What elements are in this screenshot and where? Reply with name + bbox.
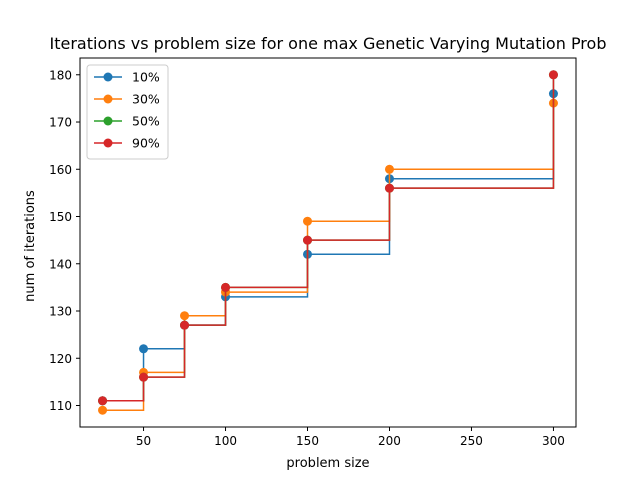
axis-ticks: 50 100 150 200 250 300 110 120 130 140 150 160 170 18…: [49, 68, 565, 448]
legend-marker: [103, 138, 113, 148]
y-tick-label: 150: [49, 210, 72, 224]
y-tick-label: 110: [49, 399, 72, 413]
data-point: [303, 216, 313, 226]
x-tick-label: 250: [460, 434, 483, 448]
plot-frame: [79, 57, 577, 428]
legend-label: 50%: [132, 114, 160, 129]
x-tick-label: 150: [296, 434, 319, 448]
data-point: [303, 235, 313, 245]
legend-item: 10%: [94, 70, 160, 85]
series-4: [98, 70, 558, 406]
series-line: [102, 74, 555, 402]
series-line: [102, 74, 555, 402]
data-point: [384, 183, 394, 193]
data-point: [180, 320, 190, 330]
data-point: [180, 311, 190, 321]
x-tick-label: 200: [378, 434, 401, 448]
data-point: [139, 372, 149, 382]
data-point: [384, 164, 394, 174]
y-tick-label: 140: [49, 257, 72, 271]
series-line: [102, 103, 555, 411]
series-group: [98, 70, 558, 415]
legend-item: 50%: [94, 114, 160, 129]
data-point: [221, 282, 231, 292]
x-axis-label: problem size: [286, 456, 369, 471]
y-axis-label: num of iterations: [23, 190, 38, 302]
x-tick-label: 100: [214, 434, 237, 448]
legend-label: 90%: [132, 136, 160, 151]
legend-marker: [103, 72, 113, 82]
y-tick-label: 170: [49, 116, 72, 130]
y-tick-label: 160: [49, 163, 72, 177]
x-tick-label: 50: [136, 434, 151, 448]
legend-label: 10%: [132, 70, 160, 85]
data-point: [139, 344, 149, 354]
legend: 10% 30% 50% 90%: [86, 64, 169, 160]
legend-item: 90%: [94, 136, 160, 151]
legend-marker: [103, 94, 113, 104]
legend-label: 30%: [132, 92, 160, 107]
legend-marker: [103, 116, 113, 126]
y-tick-label: 120: [49, 352, 72, 366]
data-point: [98, 396, 108, 406]
legend-box: [86, 64, 169, 160]
chart-title: Iterations vs problem size for one max G…: [50, 34, 607, 53]
y-tick-label: 130: [49, 305, 72, 319]
legend-item: 30%: [94, 92, 160, 107]
y-tick-label: 180: [49, 68, 72, 82]
data-point: [548, 70, 558, 80]
series-line: [102, 93, 555, 402]
data-point: [98, 405, 108, 415]
x-tick-label: 300: [542, 434, 565, 448]
